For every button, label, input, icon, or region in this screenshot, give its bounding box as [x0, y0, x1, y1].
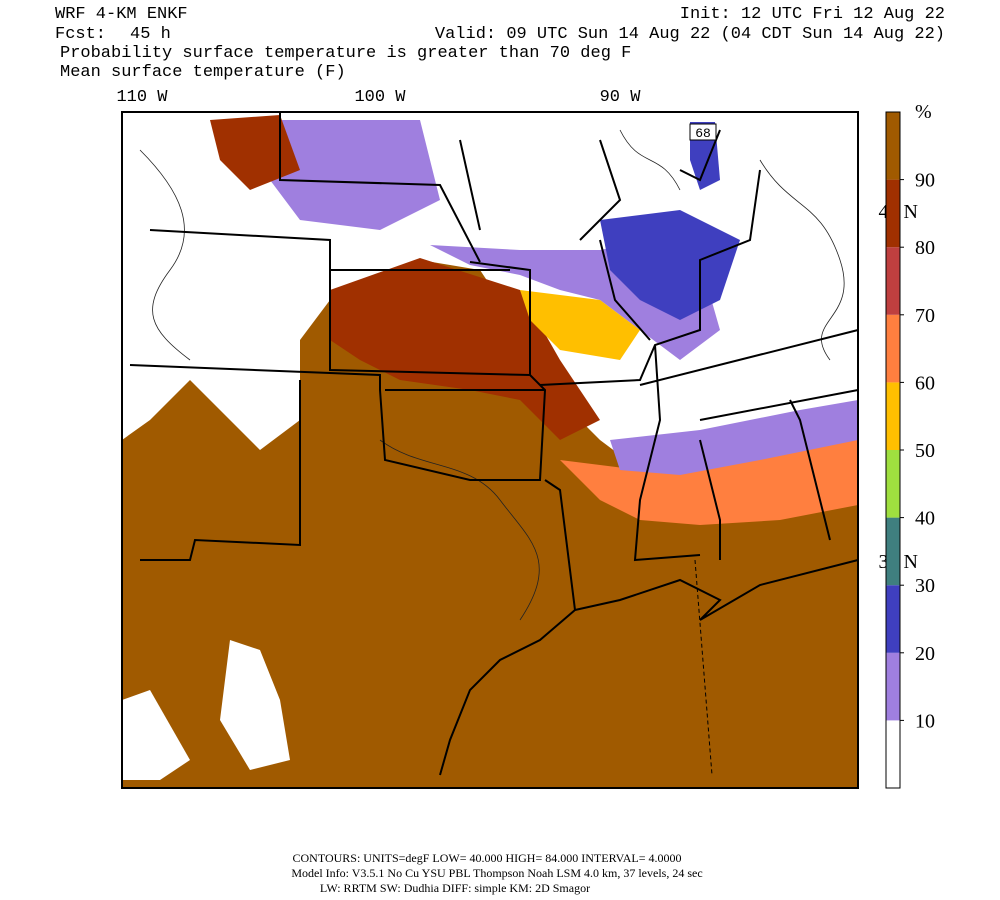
colorbar-segment — [886, 652, 900, 721]
contour-label-box — [689, 123, 717, 141]
lon-label: 100 W — [354, 88, 406, 107]
colorbar-label: 30 — [915, 575, 935, 597]
colorbar-label: 50 — [915, 440, 935, 462]
field-title: Mean surface temperature (F) — [60, 63, 346, 82]
model-name: WRF 4-KM ENKF — [55, 5, 188, 24]
low-prob-area — [122, 690, 190, 780]
colorbar-label: 10 — [915, 710, 935, 732]
footer-text: Model Info: V3.5.1 No Cu YSU PBL Thompso… — [291, 866, 702, 880]
high-prob-area — [330, 258, 600, 440]
colorbar-segment — [886, 382, 900, 450]
colorbar-label: 20 — [915, 643, 935, 665]
colorbar-segment — [886, 720, 900, 788]
contour-label: 68 — [695, 126, 711, 141]
colorbar-segment — [886, 314, 900, 383]
colorbar-label: 80 — [915, 237, 935, 259]
mid-prob-area — [520, 290, 640, 360]
colorbar-label: 60 — [915, 372, 935, 394]
colorbar-segment — [886, 517, 900, 586]
contour-line — [619, 129, 681, 191]
colorbar-segment — [886, 585, 900, 653]
colorbar-label: 40 — [915, 508, 935, 530]
mid-prob-area — [610, 400, 858, 475]
colorbar-segment — [886, 179, 900, 248]
colorbar-label: 70 — [915, 305, 935, 327]
contour-line — [379, 439, 540, 621]
footer-text: LW: RRTM SW: Dudhia DIFF: simple KM: 2D … — [320, 881, 590, 895]
contour-line — [139, 149, 191, 361]
map-frame — [121, 111, 859, 789]
footer-text: CONTOURS: UNITS=degF LOW= 40.000 HIGH= 8… — [293, 851, 682, 865]
state-border — [129, 112, 859, 611]
boundary-line — [694, 559, 713, 776]
colorbar-segment — [886, 247, 900, 315]
map: 68 — [121, 111, 859, 789]
high-prob-area — [210, 115, 300, 190]
mid-prob-area — [600, 210, 740, 320]
colorbar-unit: % — [915, 101, 932, 123]
valid-time: Valid: 09 UTC Sun 14 Aug 22 (04 CDT Sun … — [435, 25, 945, 44]
contour-line — [759, 159, 845, 361]
field-title: Probability surface temperature is great… — [60, 44, 631, 63]
mid-prob-area — [270, 120, 440, 230]
coastline — [439, 559, 859, 776]
fcst-hour: 45 h — [130, 25, 171, 44]
low-prob-area — [220, 640, 290, 770]
colorbar-segment — [886, 112, 900, 180]
fcst-label: Fcst: — [55, 25, 106, 44]
lon-label: 90 W — [600, 88, 642, 107]
init-time: Init: 12 UTC Fri 12 Aug 22 — [680, 5, 945, 24]
colorbar-label: 90 — [915, 170, 935, 192]
colorbar: 10 20 30 40 50 60 70 80 90 — [885, 111, 935, 789]
colorbar-segment — [886, 450, 900, 518]
lon-label: 110 W — [116, 88, 168, 107]
